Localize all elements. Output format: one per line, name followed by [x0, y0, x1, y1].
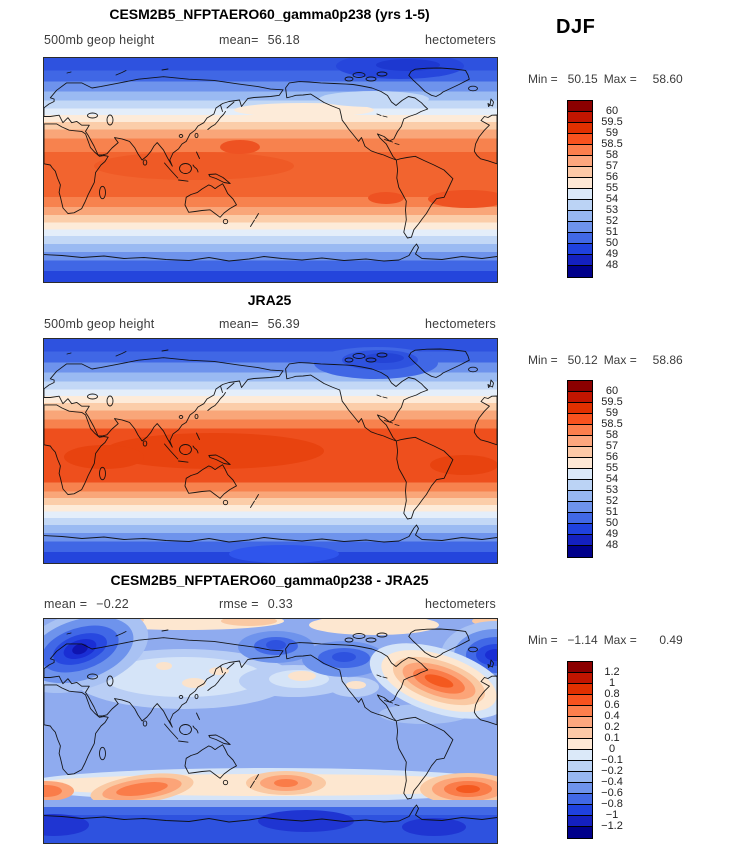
mean-stat: mean= 56.18: [219, 33, 300, 47]
panel2-title: JRA25: [247, 292, 292, 308]
map-reference: [43, 338, 498, 564]
rmse-stat: rmse = 0.33: [219, 597, 293, 611]
panel3-colorbar: [567, 661, 593, 839]
variable-label: 500mb geop height: [44, 317, 155, 331]
panel3-minmax: Min = −1.14 Max = 0.49: [528, 633, 683, 647]
units-label: hectometers: [425, 317, 496, 331]
mean-stat: mean= 56.39: [219, 317, 300, 331]
panel2-minmax: Min = 50.12 Max = 58.86: [528, 353, 683, 367]
panel1-colorbar-labels: 60 59.5 59 58.5 58 57 56 55 54 53 52 51 50 49 48: [601, 105, 623, 271]
map-model: [43, 57, 498, 283]
units-label: hectometers: [425, 597, 496, 611]
panel3-colorbar-labels: 1.2 1 0.8 0.6 0.4 0.2 0.1 0 −0.1 −0.2 −0.4 −0.6 −0.8…: [601, 666, 623, 832]
panel1-minmax: Min = 50.15 Max = 58.60: [528, 72, 683, 86]
mean-stat: mean = −0.22: [44, 597, 129, 611]
panel2-colorbar-labels: 60 59.5 59 58.5 58 57 56 55 54 53 52 51 50 49 48: [601, 385, 623, 551]
panel2-colorbar: [567, 380, 593, 558]
units-label: hectometers: [425, 33, 496, 47]
panel1-title: CESM2B5_NFPTAERO60_gamma0p238 (yrs 1-5): [109, 6, 430, 22]
panel2-stats: 500mb geop height mean= 56.39 hectometers: [0, 317, 733, 333]
panel1-colorbar: [567, 100, 593, 278]
variable-label: 500mb geop height: [44, 33, 155, 47]
panel1-stats: 500mb geop height mean= 56.18 hectometers: [0, 33, 733, 49]
map-difference: [43, 618, 498, 844]
panel3-title: CESM2B5_NFPTAERO60_gamma0p238 - JRA25: [110, 572, 429, 588]
panel3-stats: mean = −0.22 rmse = 0.33 hectometers: [0, 597, 733, 613]
season-label: DJF: [556, 16, 596, 38]
